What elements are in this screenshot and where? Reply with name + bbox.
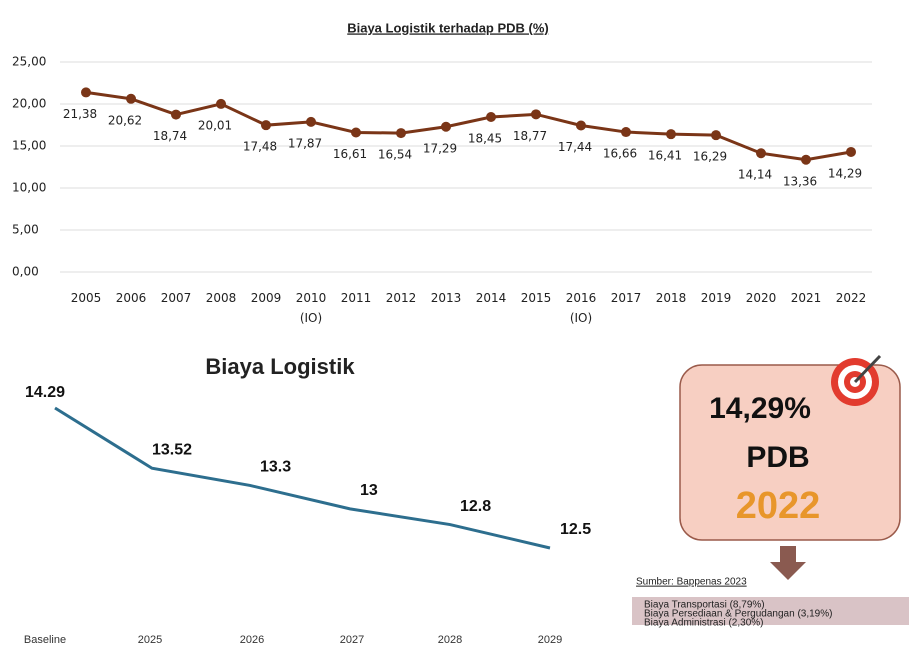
- breakdown-item: Biaya Persediaan & Pergudangan (3,19%): [644, 609, 832, 620]
- breakdown-item: Biaya Transportasi (8,79%): [644, 600, 765, 611]
- point: [126, 93, 136, 104]
- line: [54, 406, 551, 550]
- value-label: 16,54: [378, 148, 412, 162]
- value-label: 13: [360, 482, 378, 499]
- value-label: 17,44: [558, 140, 592, 154]
- target-icon: [831, 354, 882, 406]
- value-label: 16,29: [693, 150, 727, 164]
- x-tick-label: 2009: [250, 291, 282, 305]
- x-tick-label: 2012: [385, 291, 417, 305]
- value-label: 17,29: [423, 141, 457, 155]
- point: [396, 128, 406, 139]
- point: [441, 121, 451, 132]
- source: Sumber: Bappenas 2023: [636, 577, 747, 588]
- point: [756, 148, 766, 159]
- chart-title: Biaya Logistik: [205, 354, 355, 379]
- x-tick-label: 2025: [138, 634, 162, 646]
- breakdown-item: Biaya Administrasi (2,30%): [644, 618, 764, 629]
- point: [801, 154, 811, 165]
- value-label: 16,41: [648, 149, 682, 163]
- card-unit: PDB: [746, 441, 809, 474]
- point: [621, 127, 631, 138]
- x-tick-label: 2022: [835, 291, 867, 305]
- value-label: 21,38: [63, 107, 97, 121]
- card: [679, 364, 901, 541]
- x-tick-label: 2021: [790, 291, 822, 305]
- y-tick-label: 15,00: [12, 139, 46, 153]
- value-label: 14,14: [738, 168, 772, 182]
- x-tick-label: 2015: [520, 291, 552, 305]
- x-tick-label: 2016 (IO): [565, 291, 597, 325]
- x-tick-label: 2005: [70, 291, 102, 305]
- x-tick-label: 2011: [340, 291, 372, 305]
- point: [261, 120, 271, 131]
- value-label: 16,66: [603, 147, 637, 161]
- value-label: 16,61: [333, 147, 367, 161]
- card-year: 2022: [736, 485, 821, 527]
- x-tick-label: 2029: [538, 634, 562, 646]
- y-tick-label: 10,00: [12, 181, 46, 195]
- point: [666, 129, 676, 140]
- value-label: 12.8: [460, 498, 491, 515]
- line: [85, 90, 852, 162]
- point: [711, 130, 721, 141]
- value-label: 13.52: [152, 441, 192, 458]
- x-tick-label: 2010 (IO): [295, 291, 327, 325]
- value-label: 14.29: [25, 384, 65, 401]
- value-label: 20,62: [108, 113, 142, 127]
- x-tick-label: 2014: [475, 291, 507, 305]
- x-tick-label: Baseline: [24, 634, 66, 646]
- value-label: 12.5: [560, 521, 591, 538]
- value-label: 17,48: [243, 140, 277, 154]
- card-value: 14,29%: [709, 392, 811, 425]
- value-label: 17,87: [288, 136, 322, 150]
- y-tick-label: 20,00: [12, 97, 46, 111]
- x-tick-label: 2008: [205, 291, 237, 305]
- value-label: 13.3: [260, 459, 291, 476]
- arrow: [770, 546, 806, 580]
- x-tick-label: 2013: [430, 291, 462, 305]
- value-label: 18,45: [468, 132, 502, 146]
- x-tick-label: 2026: [240, 634, 264, 646]
- x-tick-label: 2019: [700, 291, 732, 305]
- point: [576, 120, 586, 131]
- point: [846, 146, 856, 157]
- x-tick-label: 2027: [340, 634, 364, 646]
- value-label: 14,29: [828, 166, 862, 180]
- point: [531, 109, 541, 120]
- value-label: 20,01: [198, 118, 232, 132]
- point: [171, 109, 181, 120]
- x-tick-label: 2007: [160, 291, 192, 305]
- point: [81, 87, 91, 98]
- y-tick-label: 5,00: [12, 223, 39, 237]
- y-tick-label: 0,00: [12, 265, 39, 279]
- value-label: 18,74: [153, 129, 187, 143]
- value-label: 18,77: [513, 129, 547, 143]
- x-tick-label: 2006: [115, 291, 147, 305]
- y-tick-label: 25,00: [12, 55, 46, 69]
- point: [306, 116, 316, 127]
- point: [351, 127, 361, 138]
- x-tick-label: 2020: [745, 291, 777, 305]
- point: [216, 98, 226, 109]
- chart-title: Biaya Logistik terhadap PDB (%): [347, 20, 549, 35]
- x-tick-label: 2017: [610, 291, 642, 305]
- x-tick-label: 2028: [438, 634, 462, 646]
- point: [486, 112, 496, 123]
- value-label: 13,36: [783, 174, 817, 188]
- breakdown-box: [632, 597, 909, 625]
- x-tick-label: 2018: [655, 291, 687, 305]
